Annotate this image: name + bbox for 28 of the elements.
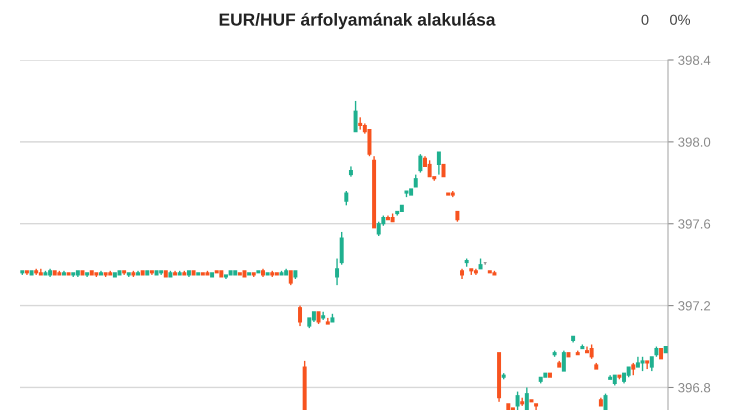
candlestick [631,362,636,376]
candlestick [524,386,529,410]
candlestick [562,350,566,372]
candlestick [442,164,446,178]
y-tick-label: 398.0 [678,137,710,147]
candlestick [659,348,664,360]
candlestick [460,268,464,280]
candlestick [436,151,441,176]
candlestick [344,190,348,206]
y-tick-label: 397.2 [678,301,710,311]
y-tick-label: 397.6 [678,219,710,229]
candlestick [312,311,316,323]
candlestick [348,166,353,178]
candlestick [516,390,520,410]
text: 0 [642,14,648,25]
candlestick [604,392,608,410]
candlestick [298,304,302,327]
candlestick [455,210,460,222]
chart-title: EUR/HUF árfolyamának alakulása [220,12,496,30]
text: 0% [670,14,690,25]
candlestick [354,100,358,132]
candlestick [316,311,321,325]
y-tick-label: 398.4 [678,56,710,65]
candlestick [414,174,418,188]
candlestick [478,258,483,270]
y-tick-label: 396.8 [678,383,710,392]
candlestick [288,270,293,286]
candlestick [418,153,422,174]
